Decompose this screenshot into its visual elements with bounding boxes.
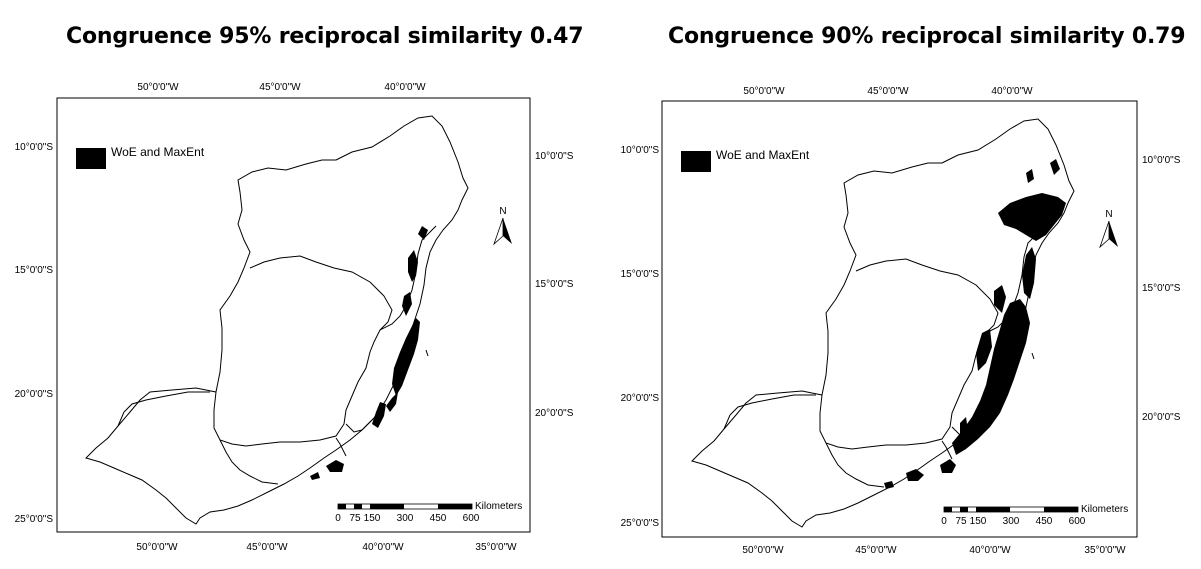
scale-tick: 300 xyxy=(1003,516,1020,527)
top-lon-label: 40°0'0"W xyxy=(991,86,1033,97)
left-lat-label: 25°0'0"S xyxy=(15,514,54,525)
panel-left: 50°0'0"W 45°0'0"W 40°0'0"W 50°0'0"W 45°0… xyxy=(15,82,574,553)
region-outlines xyxy=(85,115,469,525)
left-lat-label: 15°0'0"S xyxy=(621,269,660,280)
scale-tick: 0 xyxy=(941,516,947,527)
scale-tick: 0 xyxy=(335,513,341,524)
scale-tick: 150 xyxy=(970,516,987,527)
left-lat-label: 25°0'0"S xyxy=(621,518,660,529)
right-lat-label: 15°0'0"S xyxy=(535,279,574,290)
scale-tick: 150 xyxy=(364,513,381,524)
scale-tick: 600 xyxy=(1069,516,1086,527)
panel-right: 50°0'0"W 45°0'0"W 40°0'0"W 50°0'0"W 45°0… xyxy=(621,86,1181,556)
bottom-lon-label: 35°0'0"W xyxy=(475,542,517,553)
legend-label: WoE and MaxEnt xyxy=(111,145,205,159)
bottom-lon-label: 35°0'0"W xyxy=(1084,545,1126,556)
north-arrow: N xyxy=(493,206,512,246)
scale-bar: Kilometers 0 75 150 300 450 600 xyxy=(335,501,522,524)
bottom-lon-label: 45°0'0"W xyxy=(246,542,288,553)
scale-tick: 300 xyxy=(397,513,414,524)
right-lat-label: 10°0'0"S xyxy=(1142,155,1181,166)
scale-tick: 600 xyxy=(463,513,480,524)
top-lon-label: 40°0'0"W xyxy=(384,82,426,93)
congruence-area xyxy=(884,159,1066,489)
north-label: N xyxy=(499,206,506,217)
left-lat-label: 15°0'0"S xyxy=(15,265,54,276)
right-lat-label: 20°0'0"S xyxy=(1142,412,1181,423)
map-frame xyxy=(661,100,1138,538)
bottom-lon-label: 40°0'0"W xyxy=(362,542,404,553)
scale-tick: 75 xyxy=(955,516,967,527)
left-lat-label: 10°0'0"S xyxy=(15,142,54,153)
top-lon-label: 50°0'0"W xyxy=(743,86,785,97)
scale-unit: Kilometers xyxy=(475,501,522,512)
legend-swatch xyxy=(76,148,106,169)
left-lat-label: 20°0'0"S xyxy=(15,389,54,400)
north-arrow: N xyxy=(1099,209,1118,249)
top-lon-label: 50°0'0"W xyxy=(137,82,179,93)
scale-tick: 450 xyxy=(1036,516,1053,527)
scale-bar: Kilometers 0 75 150 300 450 600 xyxy=(941,504,1128,527)
left-lat-label: 20°0'0"S xyxy=(621,393,660,404)
legend-swatch xyxy=(681,151,711,172)
bottom-lon-label: 40°0'0"W xyxy=(969,545,1011,556)
left-lat-label: 10°0'0"S xyxy=(621,145,660,156)
congruence-area xyxy=(310,226,428,480)
top-lon-label: 45°0'0"W xyxy=(867,86,909,97)
bottom-lon-label: 45°0'0"W xyxy=(855,545,897,556)
panel-right-title: Congruence 90% reciprocal similarity 0.7… xyxy=(668,24,1186,49)
bottom-lon-label: 50°0'0"W xyxy=(136,542,178,553)
bottom-lon-label: 50°0'0"W xyxy=(742,545,784,556)
scale-tick: 450 xyxy=(430,513,447,524)
legend-label: WoE and MaxEnt xyxy=(716,148,810,162)
right-lat-label: 20°0'0"S xyxy=(535,408,574,419)
scale-unit: Kilometers xyxy=(1081,504,1128,515)
top-lon-label: 45°0'0"W xyxy=(259,82,301,93)
right-lat-label: 15°0'0"S xyxy=(1142,283,1181,294)
map-frame xyxy=(56,97,531,533)
scale-tick: 75 xyxy=(349,513,361,524)
north-label: N xyxy=(1105,209,1112,220)
right-lat-label: 10°0'0"S xyxy=(535,151,574,162)
panel-left-title: Congruence 95% reciprocal similarity 0.4… xyxy=(66,24,584,49)
